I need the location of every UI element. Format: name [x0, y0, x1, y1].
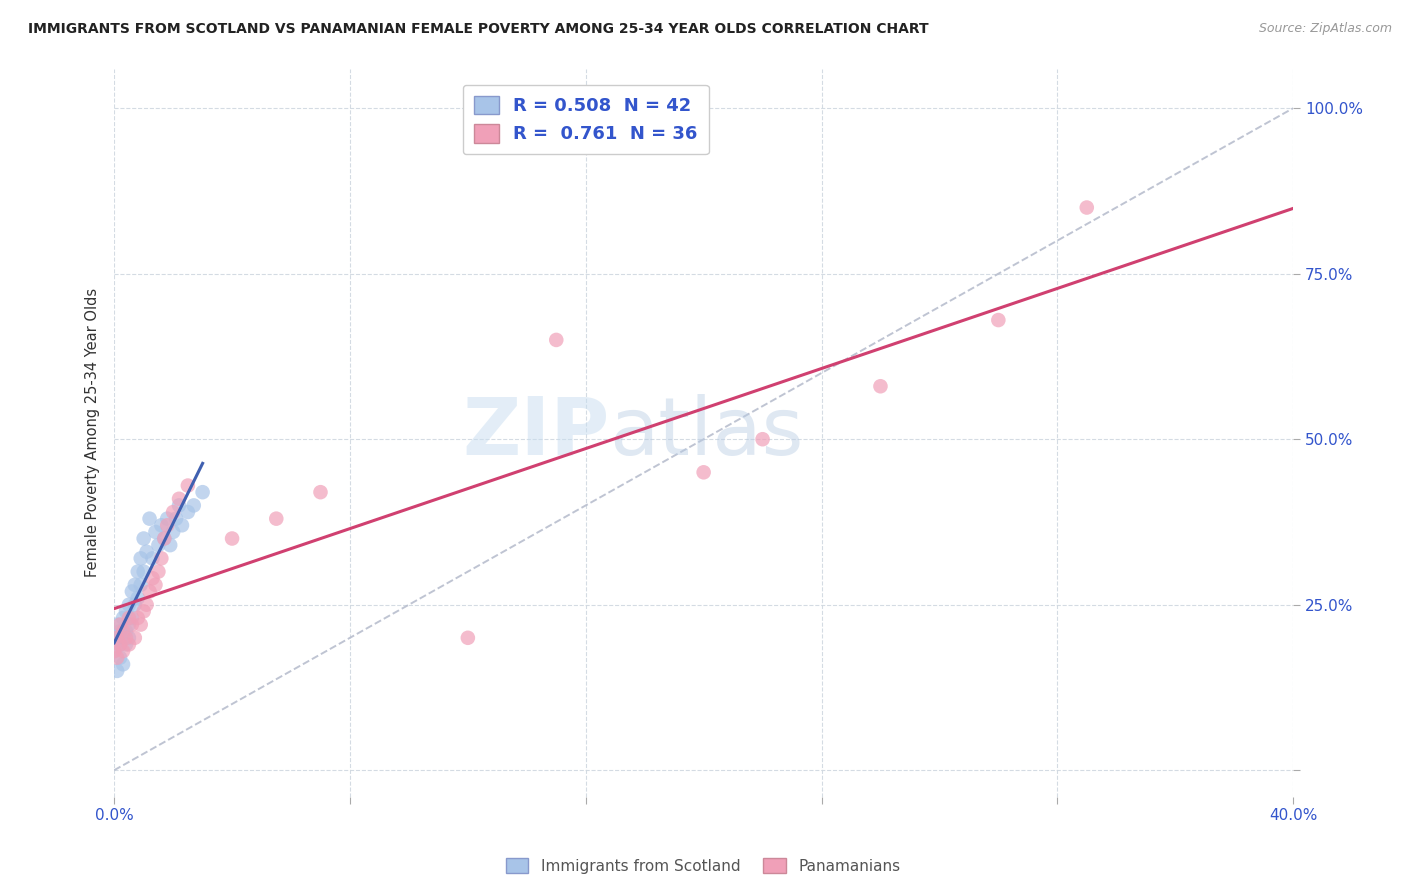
- Point: [177, 505, 200, 519]
- Point: [266, 511, 288, 525]
- Point: [129, 578, 152, 592]
- Point: [159, 538, 181, 552]
- Point: [129, 617, 152, 632]
- Point: [162, 505, 184, 519]
- Point: [751, 432, 773, 446]
- Point: [135, 598, 157, 612]
- Point: [191, 485, 214, 500]
- Point: [162, 524, 184, 539]
- Point: [148, 565, 170, 579]
- Point: [457, 631, 479, 645]
- Point: [132, 565, 155, 579]
- Point: [1076, 201, 1098, 215]
- Point: [105, 664, 128, 678]
- Point: [167, 499, 190, 513]
- Point: [118, 637, 141, 651]
- Point: [148, 538, 170, 552]
- Point: [112, 631, 135, 645]
- Point: [124, 631, 146, 645]
- Point: [112, 657, 135, 672]
- Point: [105, 631, 128, 645]
- Y-axis label: Female Poverty Among 25-34 Year Olds: Female Poverty Among 25-34 Year Olds: [86, 288, 100, 577]
- Point: [141, 571, 163, 585]
- Point: [121, 611, 143, 625]
- Point: [103, 644, 125, 658]
- Point: [108, 637, 131, 651]
- Point: [127, 611, 149, 625]
- Point: [153, 532, 176, 546]
- Point: [108, 617, 131, 632]
- Point: [165, 511, 187, 525]
- Legend: Immigrants from Scotland, Panamanians: Immigrants from Scotland, Panamanians: [499, 852, 907, 880]
- Point: [138, 511, 160, 525]
- Point: [105, 631, 128, 645]
- Point: [127, 565, 149, 579]
- Legend: R = 0.508  N = 42, R =  0.761  N = 36: R = 0.508 N = 42, R = 0.761 N = 36: [463, 85, 709, 154]
- Point: [132, 532, 155, 546]
- Point: [118, 631, 141, 645]
- Point: [987, 313, 1010, 327]
- Point: [138, 584, 160, 599]
- Point: [129, 551, 152, 566]
- Text: atlas: atlas: [609, 393, 804, 472]
- Point: [145, 524, 167, 539]
- Point: [183, 499, 205, 513]
- Point: [105, 650, 128, 665]
- Point: [112, 611, 135, 625]
- Point: [170, 518, 193, 533]
- Point: [115, 637, 138, 651]
- Point: [309, 485, 332, 500]
- Point: [221, 532, 243, 546]
- Point: [115, 604, 138, 618]
- Point: [124, 598, 146, 612]
- Point: [127, 591, 149, 606]
- Point: [156, 518, 179, 533]
- Point: [124, 578, 146, 592]
- Point: [118, 598, 141, 612]
- Point: [145, 578, 167, 592]
- Point: [118, 617, 141, 632]
- Point: [167, 491, 190, 506]
- Point: [121, 617, 143, 632]
- Point: [103, 644, 125, 658]
- Point: [108, 624, 131, 639]
- Point: [692, 466, 714, 480]
- Point: [112, 644, 135, 658]
- Point: [869, 379, 891, 393]
- Point: [135, 545, 157, 559]
- Point: [150, 551, 173, 566]
- Text: IMMIGRANTS FROM SCOTLAND VS PANAMANIAN FEMALE POVERTY AMONG 25-34 YEAR OLDS CORR: IMMIGRANTS FROM SCOTLAND VS PANAMANIAN F…: [28, 22, 929, 37]
- Point: [121, 584, 143, 599]
- Point: [108, 650, 131, 665]
- Point: [118, 611, 141, 625]
- Point: [177, 478, 200, 492]
- Text: ZIP: ZIP: [463, 393, 609, 472]
- Point: [112, 624, 135, 639]
- Point: [156, 511, 179, 525]
- Point: [108, 637, 131, 651]
- Text: Source: ZipAtlas.com: Source: ZipAtlas.com: [1258, 22, 1392, 36]
- Point: [115, 631, 138, 645]
- Point: [115, 624, 138, 639]
- Point: [546, 333, 568, 347]
- Point: [132, 604, 155, 618]
- Point: [141, 551, 163, 566]
- Point: [150, 518, 173, 533]
- Point: [153, 532, 176, 546]
- Point: [105, 617, 128, 632]
